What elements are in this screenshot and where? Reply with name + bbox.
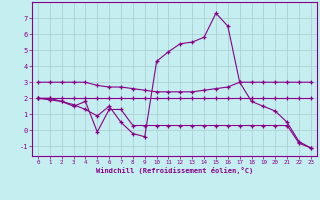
X-axis label: Windchill (Refroidissement éolien,°C): Windchill (Refroidissement éolien,°C) <box>96 167 253 174</box>
